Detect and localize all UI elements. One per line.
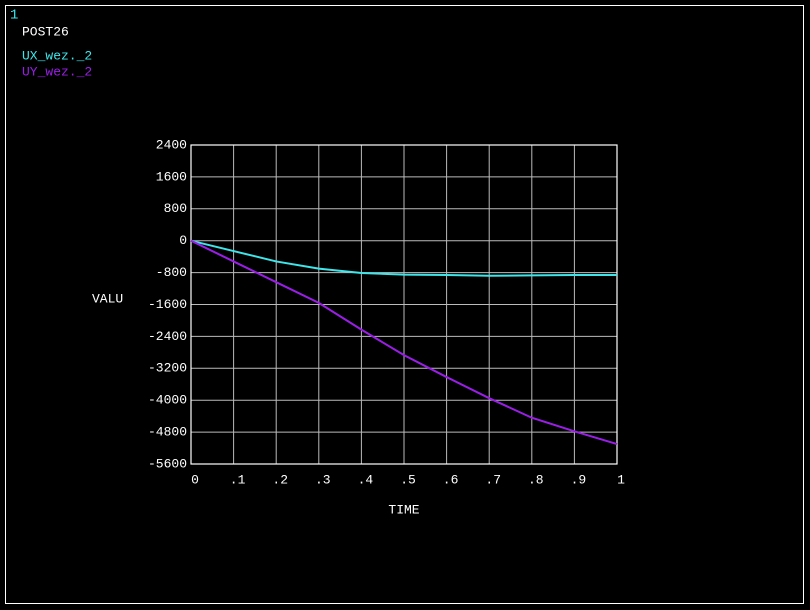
chart-title: POST26 <box>22 24 69 39</box>
y-tick-label: -4000 <box>148 393 187 408</box>
x-tick-label: .7 <box>485 472 501 487</box>
y-tick-label: -5600 <box>148 456 187 471</box>
x-tick-label: .2 <box>272 472 288 487</box>
x-tick-label: .3 <box>315 472 331 487</box>
x-tick-label: .1 <box>230 472 246 487</box>
y-tick-label: 2400 <box>156 137 187 152</box>
y-tick-label: -3200 <box>148 361 187 376</box>
y-tick-label: 0 <box>179 233 187 248</box>
x-axis-label: TIME <box>388 502 419 517</box>
y-axis-label: VALU <box>92 291 123 306</box>
legend-entry: UX_wez._2 <box>22 48 92 63</box>
window-number: 1 <box>10 8 18 24</box>
y-tick-label: -800 <box>156 265 187 280</box>
x-tick-label: .6 <box>443 472 459 487</box>
x-tick-label: 0 <box>191 472 199 487</box>
x-tick-label: .5 <box>400 472 416 487</box>
y-tick-label: -1600 <box>148 297 187 312</box>
x-tick-label: 1 <box>617 472 625 487</box>
window-border <box>5 5 804 604</box>
series-line <box>190 239 617 277</box>
x-tick-label: .9 <box>571 472 587 487</box>
y-tick-label: -2400 <box>148 329 187 344</box>
y-tick-label: -4800 <box>148 425 187 440</box>
plot-frame <box>190 144 618 465</box>
y-tick-label: 800 <box>164 201 187 216</box>
series-line <box>190 239 618 446</box>
y-tick-label: 1600 <box>156 169 187 184</box>
x-tick-label: .8 <box>528 472 544 487</box>
legend-entry: UY_wez._2 <box>22 64 92 79</box>
x-tick-label: .4 <box>358 472 374 487</box>
